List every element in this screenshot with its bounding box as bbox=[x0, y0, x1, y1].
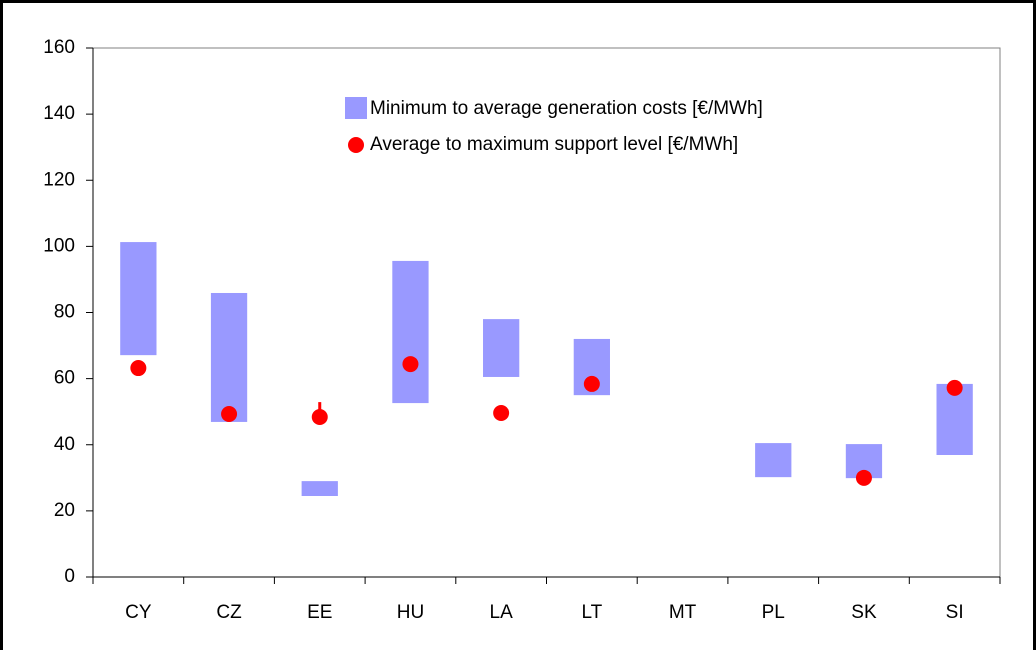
legend-label: Average to maximum support level [€/MWh] bbox=[370, 134, 738, 155]
bar bbox=[301, 481, 338, 496]
y-tick-label: 20 bbox=[54, 500, 75, 521]
dot bbox=[493, 405, 510, 422]
y-tick-label: 120 bbox=[43, 169, 75, 190]
x-tick-label: SI bbox=[946, 602, 964, 623]
dot bbox=[311, 408, 328, 425]
dot bbox=[221, 406, 238, 423]
bar bbox=[392, 260, 429, 404]
dot bbox=[946, 379, 963, 396]
x-tick-label: MT bbox=[669, 602, 697, 623]
y-tick-label: 140 bbox=[43, 103, 75, 124]
x-tick-label: LT bbox=[581, 602, 602, 623]
x-tick-label: PL bbox=[762, 602, 785, 623]
dot bbox=[583, 375, 600, 392]
x-tick-label: CZ bbox=[216, 602, 242, 623]
y-tick-label: 60 bbox=[54, 368, 75, 389]
legend-swatch bbox=[345, 97, 367, 119]
bar bbox=[755, 443, 792, 478]
y-tick-label: 80 bbox=[54, 302, 75, 323]
x-tick-label: SK bbox=[851, 602, 877, 623]
y-tick-label: 160 bbox=[43, 37, 75, 58]
dot bbox=[402, 356, 419, 373]
legend-label: Minimum to average generation costs [€/M… bbox=[370, 98, 763, 119]
x-tick-label: CY bbox=[125, 602, 152, 623]
dot bbox=[855, 469, 872, 486]
y-tick-label: 40 bbox=[54, 434, 75, 455]
bar bbox=[210, 292, 248, 422]
dot bbox=[130, 360, 147, 377]
bar bbox=[120, 242, 157, 356]
x-tick-label: EE bbox=[307, 602, 332, 623]
y-tick-label: 100 bbox=[43, 235, 75, 256]
x-tick-label: LA bbox=[490, 602, 514, 623]
bar bbox=[483, 319, 520, 377]
x-tick-label: HU bbox=[397, 602, 424, 623]
legend-swatch bbox=[348, 137, 364, 153]
y-tick-label: 0 bbox=[64, 566, 75, 587]
